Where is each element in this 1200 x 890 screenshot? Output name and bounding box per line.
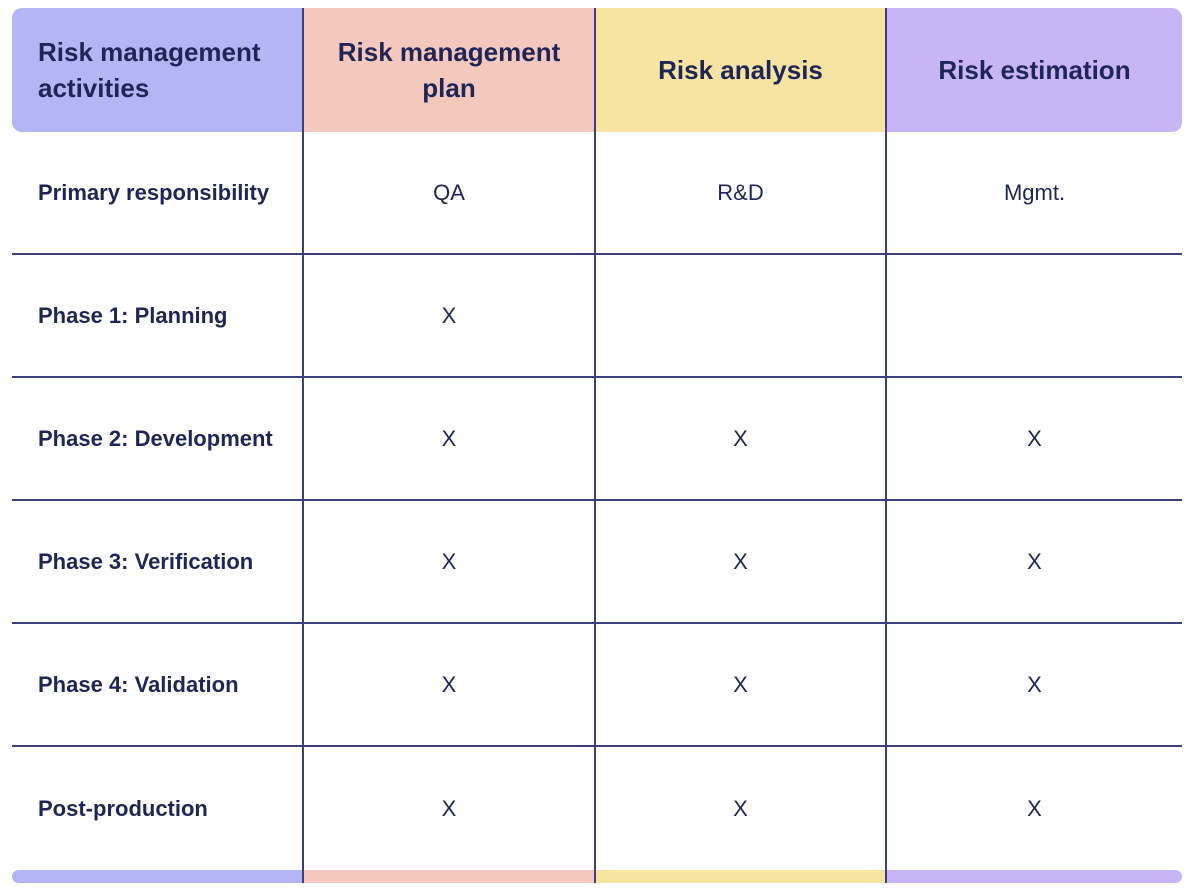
table-cell: X [304,255,596,378]
table-cell: X [887,378,1182,501]
row-label-phase-1: Phase 1: Planning [12,255,304,378]
table-cell: Mgmt. [887,132,1182,255]
table-cell: X [304,501,596,624]
header-activities: Risk management activities [12,8,304,132]
footer-bar-plan [304,870,596,883]
table-cell: X [1027,795,1042,821]
table-cell: X [596,501,887,624]
row-label-phase-4: Phase 4: Validation [12,624,304,747]
header-analysis: Risk analysis [596,8,887,132]
table-cell: X [596,624,887,747]
risk-management-table: Risk management activities Risk manageme… [12,8,1182,884]
footer-bar-estimation [887,870,1182,883]
table-cell [596,255,887,378]
header-plan: Risk management plan [304,8,596,132]
table-cell: X [887,501,1182,624]
row-label-phase-3: Phase 3: Verification [12,501,304,624]
table-cell: X [304,378,596,501]
table-cell: X [596,747,887,870]
table-cell: X [304,747,596,870]
table-cell: X [887,624,1182,747]
header-estimation: Risk estimation [887,8,1182,132]
footer-bar-analysis [596,870,887,883]
table-cell [887,255,1182,378]
footer-bar-activities [12,870,304,883]
table-cell: R&D [596,132,887,255]
row-label-primary-responsibility: Primary responsibility [12,132,304,255]
table-cell: QA [304,132,596,255]
table-cell: X [596,378,887,501]
table-cell: X [304,624,596,747]
row-label-phase-2: Phase 2: Development [12,378,304,501]
row-label-post-production: Post-production [12,747,304,870]
